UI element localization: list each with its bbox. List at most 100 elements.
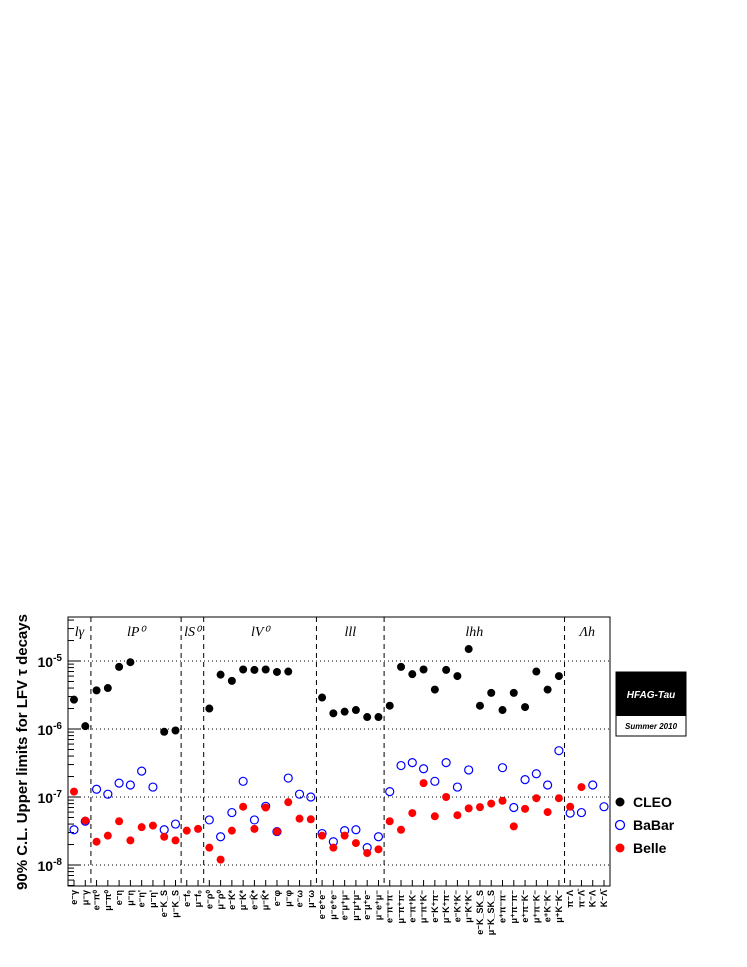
point-cleo [160,727,169,736]
point-cleo [532,667,541,676]
point-cleo [374,713,383,722]
x-category-label: e⁻π⁺K⁻ [407,890,417,923]
point-belle [543,808,552,817]
point-babar [227,807,237,818]
x-category-label: μ⁺π⁻π⁻ [509,890,519,924]
x-category-label: μ⁻K_S [170,890,180,918]
point-babar [464,765,474,775]
x-category-label: μ⁻e⁺μ⁻ [373,890,383,921]
x-category-label: μ⁻η' [148,890,158,908]
point-cleo [261,665,270,674]
point-belle [239,802,248,811]
x-category-label: e⁻K* [227,890,237,910]
point-babar [497,763,508,773]
x-category-label: K⁻Λ̄ [599,888,609,907]
point-belle [340,831,349,840]
point-babar [306,792,316,802]
point-cleo [363,713,372,722]
point-cleo [115,662,124,671]
point-cleo [81,722,90,731]
point-cleo [171,726,180,735]
point-belle [351,839,360,848]
x-category-label: e⁻f₀ [182,890,192,907]
hfag-badge: HFAG-Tau Summer 2010 [615,671,687,737]
x-category-label: e⁻μ⁺μ⁻ [340,890,350,921]
x-category-label: K⁻Λ [588,890,598,907]
point-babar [373,832,384,842]
point-belle [509,822,518,831]
point-babar [599,802,609,812]
x-category-label: μ⁻ω [306,890,316,908]
y-tick-label: 10-8 [38,857,63,874]
group-labels: lγ lP⁰ lS⁰ lV⁰ lll lhh Λh [75,625,595,640]
x-category-label: μ⁺π⁻K⁻ [531,890,541,923]
data-points [69,645,609,864]
x-category-label: e⁺π⁻π⁻ [498,890,508,923]
point-belle [137,823,146,832]
point-belle [92,837,101,846]
legend: CLEO BaBar Belle [614,794,675,856]
x-category-label: μ⁻K⁺π⁻ [441,890,451,923]
point-belle [194,824,203,833]
x-category-label: μ⁻ρ⁰ [216,890,226,910]
x-category-label: μ⁻e⁺e⁻ [328,890,338,920]
legend-marker [614,819,626,831]
point-belle [148,821,157,830]
point-babar [509,802,519,813]
point-cleo [521,703,530,712]
group-label: lP⁰ [127,625,147,640]
point-babar [125,780,135,790]
point-babar [576,807,587,818]
point-cleo [272,667,281,676]
point-cleo [554,672,563,681]
point-babar [588,780,598,790]
point-belle [385,817,394,826]
x-category-label: e⁻π⁺π⁻ [385,890,395,923]
point-babar [114,778,124,788]
point-belle [566,802,575,811]
group-label: lll [344,625,356,640]
point-belle [182,826,191,835]
point-babar [170,819,181,829]
point-belle [318,831,327,840]
point-belle [284,798,293,807]
point-cleo [509,688,518,697]
x-category-label: e⁻η [114,890,124,905]
x-category-label: μ⁻γ [80,890,90,905]
point-babar [554,746,564,756]
x-category-label: e⁺π⁻K⁻ [520,890,530,923]
point-cleo [453,672,462,681]
x-category-label: μ⁻π⁺K⁻ [419,890,429,923]
group-label: lS⁰ [184,625,203,640]
point-babar [238,776,248,786]
point-belle [261,803,270,812]
point-babar [452,782,463,792]
x-category-label: μ⁻η [125,890,135,906]
x-category-label: π⁻Λ̄ [576,888,586,908]
x-category-label: μ⁻φ [283,889,293,906]
point-babar [148,782,158,792]
x-category-label: μ⁻μ⁺μ⁻ [351,890,361,921]
point-cleo [419,665,428,674]
point-belle [363,849,372,858]
point-cleo [385,701,394,710]
point-babar [249,815,260,825]
point-cleo [329,709,338,718]
x-category-label: e⁻K⁺π⁻ [430,890,440,923]
point-cleo [543,685,552,694]
point-babar [159,825,169,835]
point-babar [520,775,530,785]
x-category-label: μ⁺K⁻K⁻ [554,890,564,923]
point-belle [70,787,78,796]
point-babar [294,789,305,799]
legend-label: BaBar [633,817,675,833]
point-cleo [70,695,78,704]
legend-marker [615,843,625,853]
group-label: Λh [578,625,595,640]
point-belle [250,824,259,833]
legend-marker [615,797,625,807]
point-belle [554,794,563,803]
x-category-label: e⁻K_S [159,890,169,917]
point-belle [430,812,439,821]
